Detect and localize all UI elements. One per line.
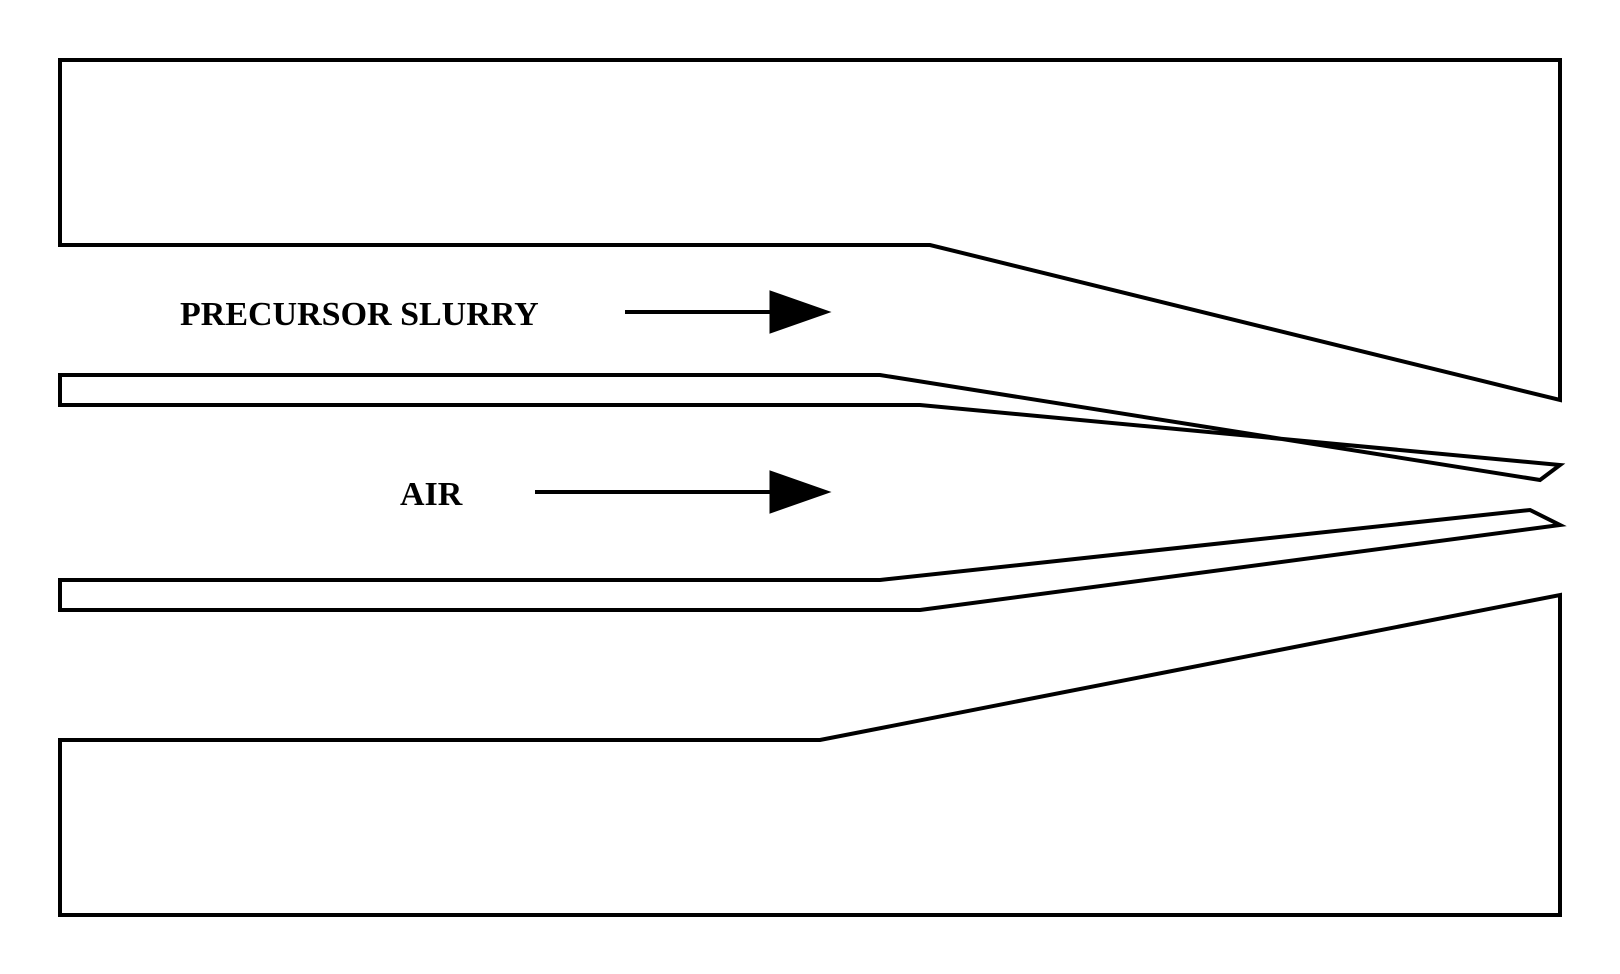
diagram-svg <box>50 50 1570 924</box>
air-label: AIR <box>400 476 462 514</box>
outer-top-wall <box>60 60 1560 400</box>
inner-top-wall <box>60 375 1560 480</box>
outer-bottom-wall <box>60 595 1560 915</box>
air-arrow-head <box>770 471 830 513</box>
precursor-arrow-head <box>770 291 830 333</box>
precursor-label: PRECURSOR SLURRY <box>180 296 539 334</box>
inner-bottom-wall <box>60 510 1560 610</box>
nozzle-diagram: PRECURSOR SLURRY AIR <box>50 50 1570 924</box>
air-arrow <box>535 471 830 513</box>
precursor-arrow <box>625 291 830 333</box>
